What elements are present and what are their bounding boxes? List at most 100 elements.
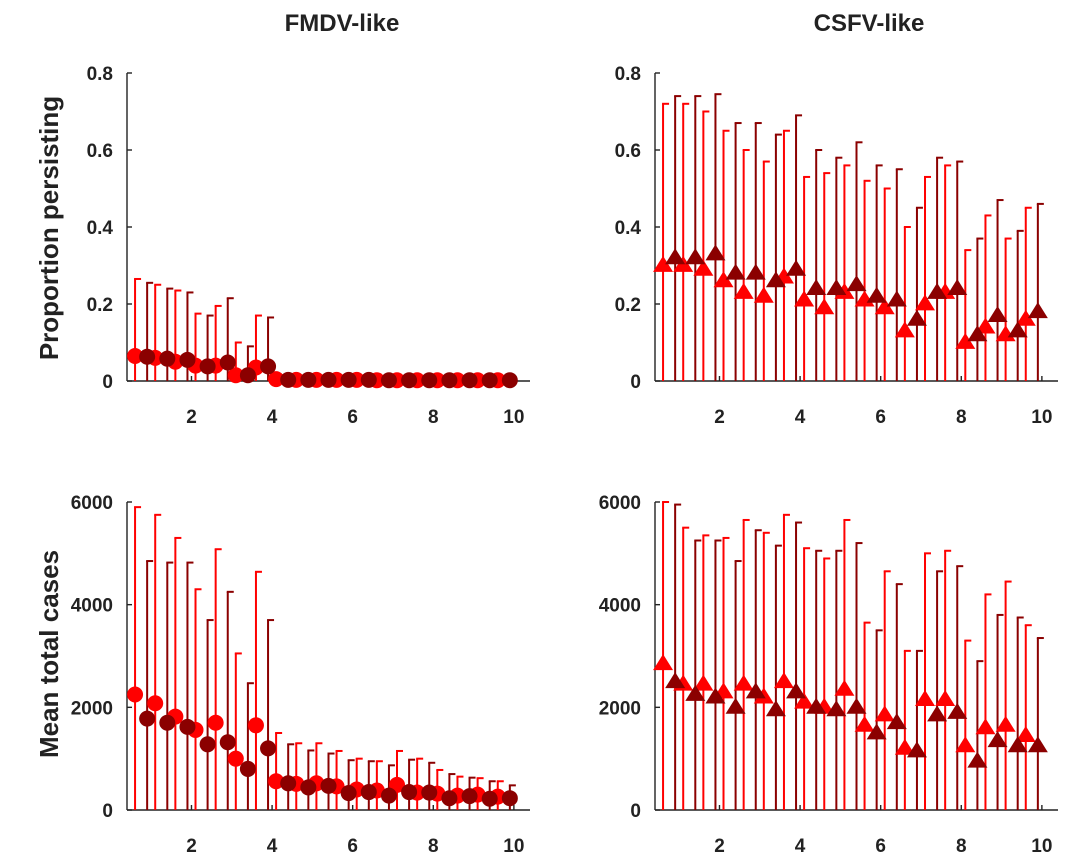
data-point xyxy=(380,787,397,804)
data-point xyxy=(733,674,754,691)
x-tick-label: 4 xyxy=(795,836,806,854)
data-point xyxy=(320,371,337,388)
y-tick-label: 0.8 xyxy=(615,64,641,85)
data-point xyxy=(159,714,176,731)
title-fmdv-like: FMDV-like xyxy=(285,10,400,37)
y-tick-label: 0.4 xyxy=(615,218,642,239)
data-point xyxy=(199,358,216,375)
data-point xyxy=(814,298,835,315)
y-tick-label: 0.4 xyxy=(87,218,114,239)
panel-fmdv-cases: 0 2000 4000 6000 2 4 6 8 10 xyxy=(71,493,530,854)
data-point xyxy=(461,788,478,805)
data-point xyxy=(975,317,996,334)
x-tick-label: 2 xyxy=(714,836,725,854)
data-point xyxy=(340,371,357,388)
x-tick-label: 2 xyxy=(186,836,197,854)
data-point xyxy=(219,354,236,371)
data-point xyxy=(947,702,968,719)
x-tick-label: 6 xyxy=(347,407,358,428)
data-point xyxy=(179,351,196,368)
data-point xyxy=(441,790,458,807)
x-tick-label: 10 xyxy=(1031,836,1052,854)
data-point xyxy=(127,347,144,364)
data-point xyxy=(765,271,786,288)
data-point xyxy=(906,309,927,326)
y-tick-label: 6000 xyxy=(599,493,641,514)
data-point xyxy=(1015,309,1036,326)
data-point xyxy=(481,790,498,807)
data-point xyxy=(725,263,746,280)
data-point xyxy=(685,248,706,265)
x-tick-label: 4 xyxy=(267,836,278,854)
data-point xyxy=(139,710,156,727)
data-point xyxy=(380,372,397,389)
data-point xyxy=(987,731,1008,748)
x-tick-label: 10 xyxy=(503,836,524,854)
data-point xyxy=(481,372,498,389)
data-point xyxy=(866,723,887,740)
y-tick-label: 0.2 xyxy=(87,295,113,316)
data-point xyxy=(786,259,807,276)
x-tick-label: 6 xyxy=(347,836,358,854)
x-tick-label: 10 xyxy=(1031,407,1052,428)
data-point xyxy=(441,372,458,389)
data-point xyxy=(886,290,907,307)
data-point xyxy=(705,244,726,261)
y-tick-label: 4000 xyxy=(599,596,641,617)
data-point xyxy=(915,294,936,311)
data-point xyxy=(967,325,988,342)
data-point xyxy=(340,785,357,802)
data-point xyxy=(693,259,714,276)
ylabel-proportion-persisting: Proportion persisting xyxy=(34,96,64,360)
y-tick-label: 6000 xyxy=(71,493,113,514)
data-point xyxy=(886,713,907,730)
data-point xyxy=(665,672,686,689)
data-point xyxy=(773,672,794,689)
data-point xyxy=(320,777,337,794)
y-tick-label: 0.2 xyxy=(615,295,641,316)
data-point xyxy=(300,779,317,796)
data-point xyxy=(127,686,144,703)
data-point xyxy=(1007,736,1028,753)
y-tick-label: 0 xyxy=(102,372,113,393)
y-tick-label: 0 xyxy=(630,372,641,393)
data-point xyxy=(268,773,285,790)
x-tick-label: 6 xyxy=(875,836,886,854)
y-tick-label: 0.6 xyxy=(87,141,113,162)
data-point xyxy=(501,372,518,389)
data-point xyxy=(1027,736,1048,753)
data-point xyxy=(268,371,285,388)
data-point xyxy=(401,372,418,389)
data-point xyxy=(360,371,377,388)
data-point xyxy=(461,372,478,389)
y-tick-label: 0.8 xyxy=(87,64,113,85)
data-point xyxy=(421,372,438,389)
data-point xyxy=(874,298,895,315)
data-point xyxy=(947,279,968,295)
x-tick-label: 8 xyxy=(428,836,439,854)
data-point xyxy=(834,679,855,696)
data-point xyxy=(1007,321,1028,338)
data-point xyxy=(239,760,256,777)
data-point xyxy=(247,717,264,734)
x-tick-label: 2 xyxy=(714,407,725,428)
data-point xyxy=(806,697,827,714)
data-point xyxy=(733,282,754,299)
data-point xyxy=(866,286,887,303)
data-point xyxy=(846,275,867,292)
data-point xyxy=(1027,302,1048,319)
x-tick-label: 8 xyxy=(956,836,967,854)
x-tick-label: 10 xyxy=(503,407,524,428)
data-point xyxy=(987,305,1008,322)
data-point xyxy=(207,714,224,731)
data-point xyxy=(139,348,156,365)
data-point xyxy=(915,690,936,707)
data-point xyxy=(401,784,418,801)
data-point xyxy=(227,367,244,384)
data-point xyxy=(713,271,734,288)
y-tick-label: 0 xyxy=(102,801,113,822)
x-tick-label: 6 xyxy=(875,407,886,428)
data-point xyxy=(665,248,686,265)
data-point xyxy=(219,734,236,751)
data-point xyxy=(794,692,815,709)
